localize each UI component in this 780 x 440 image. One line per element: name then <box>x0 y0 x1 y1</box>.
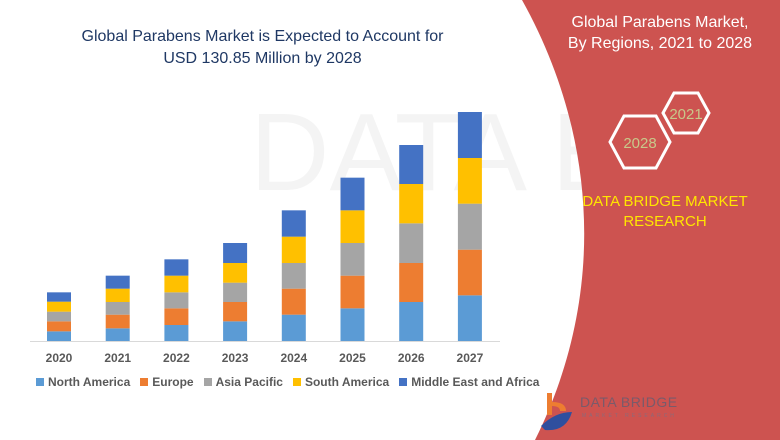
bar-segment-2026-north-america <box>399 302 424 341</box>
bar-segment-2021-asia-pacific <box>105 302 130 315</box>
bar-segment-2021-south-america <box>105 288 130 302</box>
logo-icon <box>541 393 572 431</box>
x-tick-label: 2023 <box>222 351 249 365</box>
bar-segment-2026-south-america <box>399 184 424 224</box>
bar-segment-2023-north-america <box>223 321 248 341</box>
bar-segment-2023-south-america <box>223 263 248 283</box>
bar-segment-2021-north-america <box>105 328 130 341</box>
logo-subtext: MARKET RESEARCH <box>582 413 677 419</box>
hex-label-2028: 2028 <box>623 135 656 152</box>
bar-segment-2020-europe <box>47 321 71 332</box>
x-tick-label: 2025 <box>339 351 366 365</box>
x-tick-label: 2021 <box>104 351 131 365</box>
bar-segment-2027-north-america <box>457 295 482 341</box>
legend-swatch <box>36 378 44 386</box>
bar-segment-2025-middle-east-and-africa <box>340 177 365 211</box>
legend-label: Asia Pacific <box>215 375 283 389</box>
legend-item: Europe <box>140 375 194 389</box>
bar-segment-2026-asia-pacific <box>399 223 424 263</box>
bar-segment-2020-middle-east-and-africa <box>47 292 71 302</box>
hex-label-2021: 2021 <box>669 106 702 123</box>
legend-label: Middle East and Africa <box>411 375 540 389</box>
bar-segment-2023-asia-pacific <box>223 282 248 302</box>
bar-segment-2027-south-america <box>457 158 482 204</box>
bar-segment-2024-middle-east-and-africa <box>281 210 306 237</box>
bar-segment-2022-middle-east-and-africa <box>164 259 189 276</box>
x-tick-label: 2027 <box>457 351 484 365</box>
bar-segment-2020-north-america <box>47 331 71 341</box>
legend-label: South America <box>304 375 390 389</box>
side-panel <box>522 0 780 440</box>
bar-segment-2020-asia-pacific <box>47 311 71 322</box>
x-tick-label: 2022 <box>163 351 190 365</box>
brand-line-1: DATA BRIDGE MARKET <box>582 193 748 210</box>
bar-segment-2027-europe <box>457 249 482 296</box>
bar-segment-2025-asia-pacific <box>340 243 365 276</box>
bar-segment-2022-asia-pacific <box>164 292 189 309</box>
bar-segment-2026-middle-east-and-africa <box>399 145 424 184</box>
hexagon-2021 <box>661 91 711 135</box>
x-tick-label: 2024 <box>280 351 307 365</box>
bar-segment-2025-europe <box>340 275 365 309</box>
chart-title-line-1: Global Parabens Market is Expected to Ac… <box>81 28 444 45</box>
legend-item: Middle East and Africa <box>399 375 539 389</box>
bar-segment-2022-south-america <box>164 275 189 293</box>
bar-segment-2020-south-america <box>47 301 71 312</box>
legend-swatch <box>140 378 149 386</box>
bar-segment-2024-asia-pacific <box>281 263 306 289</box>
bar-segment-2021-middle-east-and-africa <box>105 275 130 289</box>
legend-item: South America <box>292 375 390 389</box>
bar-segment-2023-europe <box>223 302 248 322</box>
bar-segment-2026-europe <box>399 263 424 302</box>
brand-line-2: RESEARCH <box>623 213 707 230</box>
legend-swatch <box>292 378 301 386</box>
x-tick-label: 2026 <box>398 351 425 365</box>
bar-segment-2025-south-america <box>340 210 365 243</box>
bar-segment-2022-north-america <box>164 325 189 341</box>
legend: North America Europe Asia Pacific South Ame… <box>36 375 539 389</box>
bar-segment-2023-middle-east-and-africa <box>223 243 248 263</box>
legend-item: Asia Pacific <box>203 375 283 389</box>
legend-label: North America <box>48 375 131 389</box>
legend-label: Europe <box>152 375 194 389</box>
panel-title-line-2: By Regions, 2021 to 2028 <box>567 35 753 52</box>
legend-item: North America <box>36 375 130 389</box>
bar-segment-2024-europe <box>281 288 306 315</box>
bar-segment-2021-europe <box>105 314 130 329</box>
hexagon-2028 <box>608 114 672 170</box>
bar-segment-2025-north-america <box>340 308 365 341</box>
logo-text: DATA BRIDGE <box>580 394 678 410</box>
bar-segment-2027-middle-east-and-africa <box>457 112 482 158</box>
x-tick-label: 2020 <box>46 351 73 365</box>
bar-segment-2022-europe <box>164 308 189 325</box>
legend-swatch <box>399 378 408 386</box>
bar-segment-2027-asia-pacific <box>457 203 482 250</box>
bar-segment-2024-north-america <box>281 314 306 341</box>
bar-segment-2024-south-america <box>281 236 306 263</box>
panel-title-line-1: Global Parabens Market, <box>571 14 749 31</box>
chart-title-line-2: USD 130.85 Million by 2028 <box>163 50 362 67</box>
legend-swatch <box>203 378 212 386</box>
plot-area: 2020 2021 2022 2023 2024 2025 2026 2027 <box>30 112 500 365</box>
